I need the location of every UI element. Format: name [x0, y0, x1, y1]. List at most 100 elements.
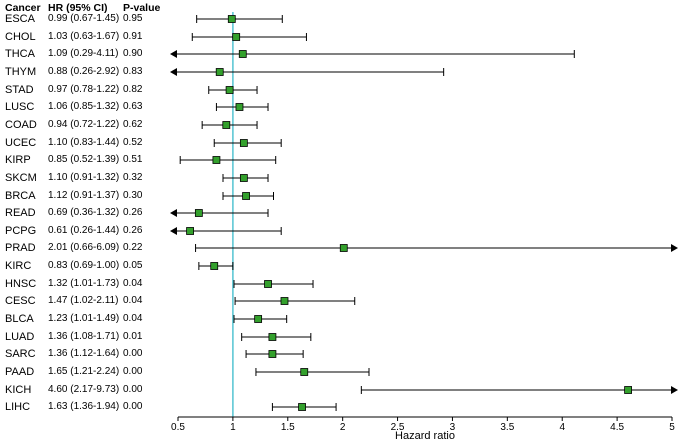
hr-ci-label: 0.69 (0.36-1.32)	[48, 207, 120, 218]
cancer-label: PCPG	[5, 225, 37, 237]
p-value-label: 0.05	[123, 260, 143, 271]
hr-marker	[264, 280, 272, 288]
arrow-left-icon	[170, 209, 177, 217]
hr-ci-label: 1.03 (0.63-1.67)	[48, 31, 120, 42]
x-tick-label: 0.5	[171, 422, 185, 433]
row-label-BLCA: BLCA 1.23 (1.01-1.49) 0.04	[0, 312, 178, 326]
p-value-label: 0.04	[123, 278, 143, 289]
row-label-KICH: KICH 4.60 (2.17-9.73) 0.00	[0, 383, 178, 397]
hr-marker	[242, 192, 250, 200]
row-label-THYM: THYM 0.88 (0.26-2.92) 0.83	[0, 65, 178, 79]
hr-ci-label: 4.60 (2.17-9.73)	[48, 384, 120, 395]
hr-marker	[225, 86, 234, 94]
row-label-CHOL: CHOL 1.03 (0.63-1.67) 0.91	[0, 30, 178, 44]
cancer-label: CHOL	[5, 31, 36, 43]
row-label-LUSC: LUSC 1.06 (0.85-1.32) 0.63	[0, 100, 178, 114]
row-label-LUAD: LUAD 1.36 (1.08-1.71) 0.01	[0, 330, 178, 344]
x-tick-label: 1.5	[281, 422, 295, 433]
hr-marker	[268, 333, 277, 341]
row-label-KIRP: KIRP 0.85 (0.52-1.39) 0.51	[0, 153, 178, 167]
hr-marker	[300, 368, 309, 376]
hr-marker	[212, 156, 221, 164]
cancer-label: CESC	[5, 295, 36, 307]
cancer-label: BLCA	[5, 313, 34, 325]
row-label-SKCM: SKCM 1.10 (0.91-1.32) 0.32	[0, 171, 178, 185]
p-value-label: 0.26	[123, 225, 143, 236]
hr-marker	[235, 103, 244, 111]
row-label-UCEC: UCEC 1.10 (0.83-1.44) 0.52	[0, 136, 178, 150]
row-label-ESCA: ESCA 0.99 (0.67-1.45) 0.95	[0, 12, 178, 26]
hr-marker	[222, 121, 231, 129]
hr-ci-label: 1.36 (1.08-1.71)	[48, 331, 120, 342]
p-value-label: 0.00	[123, 348, 143, 359]
row-label-READ: READ 0.69 (0.36-1.32) 0.26	[0, 206, 178, 220]
p-value-label: 0.04	[123, 313, 143, 324]
hr-ci-label: 0.97 (0.78-1.22)	[48, 84, 120, 95]
p-value-label: 0.51	[123, 154, 143, 165]
hr-ci-label: 0.88 (0.26-2.92)	[48, 66, 120, 77]
hr-marker	[227, 15, 236, 23]
cancer-label: ESCA	[5, 13, 35, 25]
hr-ci-label: 0.61 (0.26-1.44)	[48, 225, 120, 236]
cancer-label: LUSC	[5, 101, 35, 113]
hr-ci-label: 1.09 (0.29-4.11)	[48, 48, 119, 59]
hr-marker	[215, 68, 224, 76]
cancer-label: BRCA	[5, 190, 36, 202]
hr-ci-label: 0.85 (0.52-1.39)	[48, 154, 120, 165]
p-value-label: 0.90	[123, 48, 143, 59]
row-label-PRAD: PRAD 2.01 (0.66-6.09) 0.22	[0, 241, 178, 255]
p-value-label: 0.95	[123, 13, 143, 24]
cancer-label: COAD	[5, 119, 37, 131]
hr-ci-label: 0.83 (0.69-1.00)	[48, 260, 120, 271]
row-label-PCPG: PCPG 0.61 (0.26-1.44) 0.26	[0, 224, 178, 238]
x-tick-label: 3	[450, 422, 456, 433]
hr-ci-label: 1.12 (0.91-1.37)	[48, 190, 120, 201]
hr-ci-label: 1.10 (0.91-1.32)	[48, 172, 120, 183]
column-header-pvalue: P-value	[123, 2, 161, 14]
p-value-label: 0.82	[123, 84, 143, 95]
p-value-label: 0.83	[123, 66, 143, 77]
hr-ci-label: 1.47 (1.02-2.11)	[48, 295, 119, 306]
cancer-label: PRAD	[5, 242, 36, 254]
row-label-THCA: THCA 1.09 (0.29-4.11) 0.90	[0, 47, 178, 61]
x-tick-label: 5	[669, 422, 675, 433]
x-tick-label: 1	[230, 422, 236, 433]
p-value-label: 0.04	[123, 295, 143, 306]
hr-ci-label: 0.99 (0.67-1.45)	[48, 13, 120, 24]
hr-marker	[239, 139, 248, 147]
x-tick-label: 2	[340, 422, 346, 433]
hr-marker	[232, 33, 241, 41]
hr-marker	[194, 209, 203, 217]
cancer-label: LIHC	[5, 401, 31, 413]
cancer-label: KIRC	[5, 260, 32, 272]
hr-ci-label: 1.23 (1.01-1.49)	[48, 313, 120, 324]
cancer-label: SKCM	[5, 172, 37, 184]
hr-marker	[254, 315, 263, 323]
cancer-label: READ	[5, 207, 36, 219]
p-value-label: 0.22	[123, 242, 143, 253]
hr-marker	[298, 403, 306, 411]
p-value-label: 0.01	[123, 331, 143, 342]
row-label-COAD: COAD 0.94 (0.72-1.22) 0.62	[0, 118, 178, 132]
x-tick-label: 4.5	[610, 422, 624, 433]
p-value-label: 0.62	[123, 119, 143, 130]
x-tick-label: 4	[559, 422, 565, 433]
p-value-label: 0.30	[123, 190, 143, 201]
p-value-label: 0.52	[123, 137, 143, 148]
cancer-label: LUAD	[5, 331, 35, 343]
hr-ci-label: 0.94 (0.72-1.22)	[48, 119, 120, 130]
row-label-CESC: CESC 1.47 (1.02-2.11) 0.04	[0, 294, 178, 308]
hr-ci-label: 1.63 (1.36-1.94)	[48, 401, 120, 412]
p-value-label: 0.00	[123, 366, 143, 377]
p-value-label: 0.91	[123, 31, 143, 42]
hr-marker	[339, 244, 348, 252]
hr-ci-label: 1.32 (1.01-1.73)	[48, 278, 120, 289]
hr-marker	[186, 227, 194, 235]
hr-ci-label: 1.06 (0.85-1.32)	[48, 101, 120, 112]
cancer-label: PAAD	[5, 366, 35, 378]
p-value-label: 0.63	[123, 101, 143, 112]
arrow-left-icon	[170, 50, 177, 58]
column-header-cancer: Cancer	[5, 2, 41, 14]
